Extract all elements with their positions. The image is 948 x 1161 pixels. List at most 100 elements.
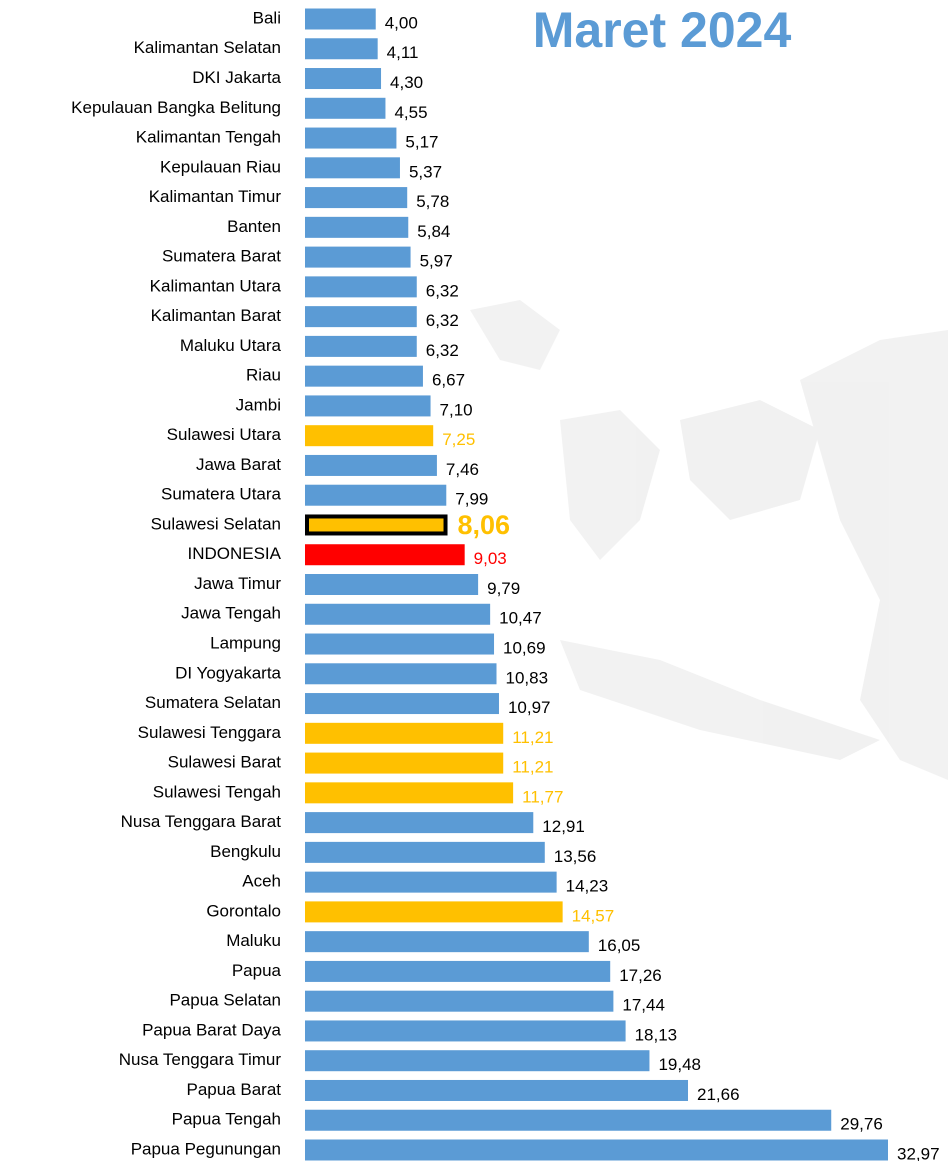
value-label: 9,03 (474, 549, 507, 568)
bar (305, 425, 434, 447)
value-label: 10,69 (503, 639, 546, 658)
bar (305, 574, 479, 595)
value-label: 32,97 (897, 1144, 940, 1161)
value-label: 10,83 (506, 668, 549, 687)
category-label: Maluku Utara (180, 336, 282, 355)
value-label: 4,55 (394, 103, 427, 122)
category-label: Gorontalo (206, 901, 281, 920)
bar (305, 901, 563, 923)
category-label: Nusa Tenggara Barat (121, 812, 282, 831)
bar (305, 693, 499, 715)
category-label: Sulawesi Utara (167, 425, 282, 444)
category-label: Papua Tengah (172, 1110, 281, 1129)
bar (305, 246, 411, 268)
category-label: Lampung (210, 634, 281, 653)
value-label: 29,76 (840, 1115, 883, 1134)
bar (305, 454, 437, 476)
value-label: 10,47 (499, 609, 542, 628)
bar (305, 306, 417, 328)
bar (305, 1109, 832, 1131)
value-label: 18,13 (635, 1025, 678, 1044)
category-label: Jambi (236, 395, 281, 414)
bar (305, 1020, 626, 1042)
value-label: 5,17 (405, 133, 438, 152)
bar (305, 633, 495, 655)
value-label: 19,48 (658, 1055, 701, 1074)
bar (305, 782, 514, 804)
category-label: Banten (227, 217, 281, 236)
value-label: 4,00 (385, 13, 418, 32)
value-label: 4,30 (390, 73, 423, 92)
category-label: Sumatera Barat (162, 247, 281, 266)
category-label: DI Yogyakarta (175, 663, 281, 682)
bar (305, 990, 614, 1012)
bar (305, 1079, 689, 1101)
category-label: Sulawesi Selatan (151, 514, 281, 533)
value-label: 10,97 (508, 698, 551, 717)
category-label: Aceh (242, 872, 281, 891)
value-label: 8,06 (458, 510, 511, 540)
bar (305, 38, 378, 60)
category-label: INDONESIA (187, 544, 281, 563)
value-label: 6,32 (426, 281, 459, 300)
value-label: 7,99 (455, 490, 488, 509)
value-label: 11,77 (522, 787, 563, 806)
bar (305, 812, 534, 834)
chart-title: Maret 2024 (533, 2, 792, 58)
bar (305, 97, 386, 119)
category-label: Kalimantan Tengah (136, 128, 281, 147)
category-label: Papua Barat Daya (142, 1020, 281, 1039)
bar (305, 1050, 650, 1072)
background-map (470, 300, 948, 780)
category-label: Maluku (226, 931, 281, 950)
bar (305, 1139, 888, 1161)
bar (305, 663, 497, 685)
value-label: 4,11 (387, 43, 419, 62)
value-label: 7,46 (446, 460, 479, 479)
value-label: 5,97 (420, 252, 453, 271)
value-label: 5,78 (416, 192, 449, 211)
category-label: Bali (253, 8, 281, 27)
category-label: Kepulauan Riau (160, 157, 281, 176)
category-label: Papua Selatan (169, 991, 281, 1010)
value-label: 9,79 (487, 579, 520, 598)
category-label: Riau (246, 366, 281, 385)
category-label: Papua Barat (186, 1080, 281, 1099)
bar (305, 365, 423, 387)
value-label: 17,44 (622, 996, 665, 1015)
bar (305, 544, 465, 566)
value-label: 16,05 (598, 936, 641, 955)
bar (305, 871, 557, 893)
bar (305, 603, 491, 625)
category-label: Papua Pegunungan (131, 1139, 281, 1158)
bar (305, 395, 431, 417)
bar (305, 335, 417, 357)
value-label: 13,56 (554, 847, 597, 866)
bar (305, 187, 408, 209)
bar (305, 216, 409, 238)
bar (305, 931, 589, 953)
bar (305, 484, 447, 506)
category-label: Bengkulu (210, 842, 281, 861)
bar (305, 8, 376, 30)
bar (305, 752, 504, 774)
category-label: DKI Jakarta (192, 68, 281, 87)
value-label: 17,26 (619, 966, 662, 985)
value-label: 12,91 (542, 817, 585, 836)
category-label: Jawa Timur (194, 574, 281, 593)
value-label: 21,66 (697, 1085, 740, 1104)
category-label: Papua (232, 961, 282, 980)
value-label: 5,84 (417, 222, 450, 241)
value-label: 14,23 (566, 877, 609, 896)
bar (305, 722, 504, 744)
bar (305, 960, 611, 982)
value-label: 6,32 (426, 341, 459, 360)
value-label: 7,10 (440, 400, 473, 419)
category-label: Sulawesi Barat (168, 753, 282, 772)
category-label: Kalimantan Barat (151, 306, 282, 325)
value-label: 14,57 (572, 906, 615, 925)
value-label: 6,32 (426, 311, 459, 330)
category-label: Jawa Barat (196, 455, 281, 474)
category-label: Kalimantan Selatan (134, 38, 281, 57)
